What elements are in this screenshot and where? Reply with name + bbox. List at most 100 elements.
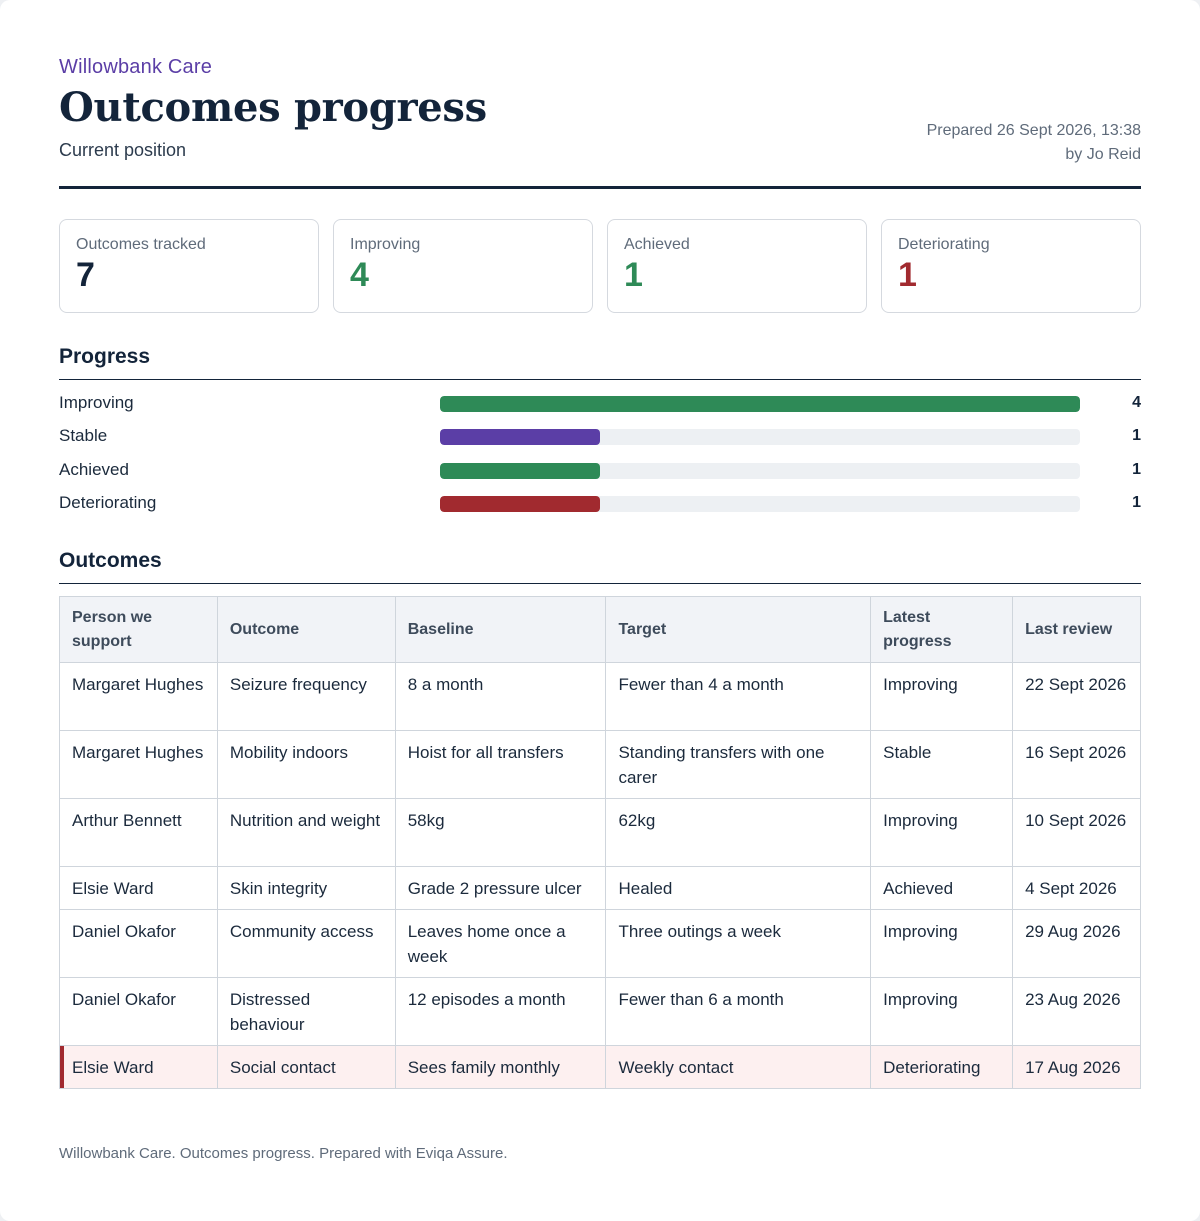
column-header: Person we support: [59, 596, 218, 663]
progress-row-count: 4: [1132, 394, 1141, 411]
table-cell: Community access: [216, 909, 396, 978]
table-cell: Arthur Bennett: [59, 798, 218, 867]
summary-card-deteriorating: Deteriorating 1: [881, 219, 1141, 313]
table-row: Margaret Hughes Seizure frequency 8 a mont…: [59, 662, 1141, 731]
page-title: Outcomes progress: [59, 84, 487, 131]
footer-text: Willowbank Care. Outcomes progress. Prep…: [59, 1145, 508, 1162]
table-cell: Distressed behaviour: [216, 977, 396, 1046]
table-cell: Stable: [870, 730, 1014, 799]
table-row: Arthur Bennett Nutrition and weight 58kg 62…: [59, 798, 1141, 867]
table-row: Daniel Okafor Distressed behaviour 12 epis…: [59, 977, 1141, 1046]
table-cell: 8 a month: [394, 662, 607, 731]
outcomes-divider: [59, 583, 1141, 584]
table-cell: Elsie Ward: [59, 1045, 218, 1089]
progress-bar-fill: [440, 396, 1080, 412]
table-cell: 17 Aug 2026: [1012, 1045, 1141, 1089]
table-cell: Margaret Hughes: [59, 662, 218, 731]
summary-card-value: 7: [76, 256, 95, 294]
table-cell: Improving: [870, 662, 1014, 731]
summary-card-value: 4: [350, 256, 369, 294]
summary-card-label: Deteriorating: [898, 236, 990, 253]
table-cell: 4 Sept 2026: [1012, 866, 1141, 910]
table-row: Elsie Ward Social contact Sees family mont…: [59, 1045, 1141, 1089]
table-cell: Leaves home once a week: [394, 909, 607, 978]
progress-bar-fill: [440, 429, 600, 446]
progress-row: Achieved 1: [59, 455, 1141, 488]
outcomes-heading: Outcomes: [59, 549, 162, 572]
table-cell: Daniel Okafor: [59, 977, 218, 1046]
column-header: Outcome: [216, 596, 396, 663]
table-cell: Fewer than 4 a month: [605, 662, 872, 731]
progress-bars: Improving 4 Stable 1 Achieved 1 Deteriorating 1: [59, 388, 1141, 521]
progress-bar-track: [440, 462, 1080, 479]
table-cell: 10 Sept 2026: [1012, 798, 1141, 867]
progress-row: Deteriorating 1: [59, 488, 1141, 521]
table-header-row: Person we support Outcome Baseline Target La…: [59, 596, 1141, 663]
progress-row-label: Deteriorating: [59, 492, 157, 512]
progress-row-label: Improving: [59, 393, 134, 412]
progress-bar-track: [440, 495, 1080, 512]
progress-heading: Progress: [59, 345, 151, 368]
table-cell: Hoist for all transfers: [394, 730, 607, 799]
summary-card-improving: Improving 4: [333, 219, 593, 313]
table-cell: Social contact: [216, 1045, 396, 1089]
progress-row-count: 1: [1132, 460, 1141, 478]
outcomes-table: Person we support Outcome Baseline Target La…: [59, 596, 1141, 1089]
page-subtitle: Current position: [59, 140, 187, 160]
table-cell: Elsie Ward: [59, 866, 218, 910]
summary-card-value: 1: [624, 256, 643, 294]
table-cell: Improving: [870, 977, 1014, 1046]
prepared-info: Prepared 26 Sept 2026, 13:38 by Jo Reid: [927, 119, 1141, 167]
table-cell: 12 episodes a month: [394, 977, 607, 1046]
table-cell: Improving: [870, 798, 1014, 867]
table-cell: Healed: [605, 866, 872, 910]
column-header: Latest progress: [870, 596, 1014, 663]
prepared-date: Prepared 26 Sept 2026, 13:38: [926, 122, 1141, 139]
table-cell: Grade 2 pressure ulcer: [394, 866, 607, 910]
summary-card-tracked: Outcomes tracked 7: [59, 219, 319, 313]
table-cell: Skin integrity: [216, 866, 396, 910]
table-cell: 58kg: [394, 798, 607, 867]
header-divider: [59, 186, 1141, 189]
progress-bar-track: [440, 396, 1080, 412]
column-header: Baseline: [394, 596, 607, 663]
table-cell: Three outings a week: [605, 909, 872, 978]
table-cell: Sees family monthly: [394, 1045, 607, 1089]
table-row: Margaret Hughes Mobility indoors Hoist for…: [59, 730, 1141, 799]
progress-row: Stable 1: [59, 421, 1141, 454]
table-cell: Fewer than 6 a month: [605, 977, 872, 1046]
progress-bar-fill: [440, 495, 600, 512]
summary-card-label: Improving: [350, 236, 421, 253]
table-cell: Nutrition and weight: [216, 798, 396, 867]
column-header: Target: [605, 596, 872, 663]
table-cell: 16 Sept 2026: [1012, 730, 1141, 799]
prepared-by: by Jo Reid: [1065, 146, 1141, 163]
table-cell: 62kg: [605, 798, 872, 867]
table-cell: 22 Sept 2026: [1012, 662, 1141, 731]
progress-row-label: Achieved: [59, 459, 129, 479]
summary-card-label: Achieved: [624, 236, 690, 253]
progress-row-label: Stable: [59, 426, 108, 446]
progress-bar-track: [440, 429, 1080, 446]
table-body: Margaret Hughes Seizure frequency 8 a mont…: [59, 662, 1141, 1089]
org-name: Willowbank Care: [59, 56, 213, 78]
table-cell: Standing transfers with one carer: [605, 730, 872, 799]
table-cell: Mobility indoors: [216, 730, 396, 799]
progress-row-count: 1: [1132, 427, 1141, 445]
table-cell: Daniel Okafor: [59, 909, 218, 978]
progress-row-count: 1: [1132, 493, 1141, 511]
table-cell: Improving: [870, 909, 1014, 978]
table-cell: Achieved: [870, 866, 1014, 910]
summary-card-label: Outcomes tracked: [76, 236, 206, 253]
table-row: Daniel Okafor Community access Leaves home…: [59, 909, 1141, 978]
table-cell: 23 Aug 2026: [1012, 977, 1141, 1046]
progress-divider: [59, 379, 1141, 380]
table-cell: Seizure frequency: [216, 662, 396, 731]
table-cell: 29 Aug 2026: [1012, 909, 1141, 978]
summary-card-achieved: Achieved 1: [607, 219, 867, 313]
table-cell: Weekly contact: [605, 1045, 872, 1089]
summary-card-value: 1: [898, 256, 917, 294]
progress-row: Improving 4: [59, 388, 1141, 421]
summary-cards: Outcomes tracked 7 Improving 4 Achieved …: [59, 219, 1141, 313]
